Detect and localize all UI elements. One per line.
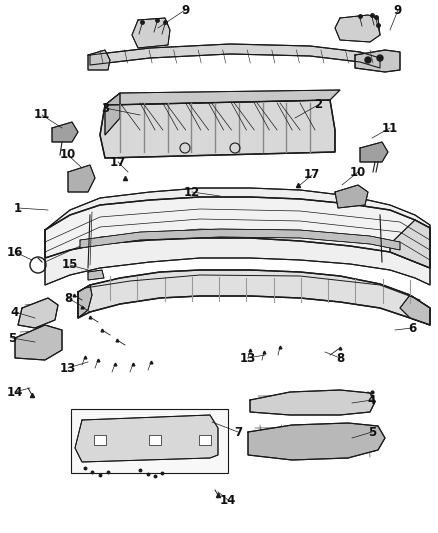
Text: 11: 11 [34,109,50,122]
Text: 15: 15 [62,259,78,271]
Text: 12: 12 [184,185,200,198]
Polygon shape [45,188,430,285]
Polygon shape [78,285,92,318]
Text: 10: 10 [60,149,76,161]
Text: 11: 11 [382,122,398,134]
Text: 10: 10 [350,166,366,179]
Circle shape [365,57,371,63]
Polygon shape [355,50,400,72]
Text: 16: 16 [7,246,23,259]
Polygon shape [78,270,430,325]
Polygon shape [360,142,388,162]
Text: 9: 9 [394,4,402,17]
Polygon shape [15,325,62,360]
Text: 5: 5 [8,332,16,344]
Text: 3: 3 [101,101,109,115]
Polygon shape [68,165,95,192]
Text: 5: 5 [368,425,376,439]
Polygon shape [18,298,58,328]
Text: 1: 1 [14,201,22,214]
Text: 17: 17 [304,168,320,182]
Polygon shape [335,185,368,208]
Bar [199,435,211,445]
Polygon shape [90,44,380,68]
Circle shape [377,55,383,61]
Text: 8: 8 [336,351,344,365]
Polygon shape [400,295,430,325]
Bar [149,435,161,445]
Text: 8: 8 [64,292,72,304]
Text: 2: 2 [314,99,322,111]
Text: 6: 6 [408,321,416,335]
Polygon shape [250,390,375,415]
Polygon shape [132,18,170,48]
Polygon shape [100,100,335,158]
Polygon shape [88,270,104,280]
Bar [94,435,106,445]
FancyBboxPatch shape [71,409,228,473]
Text: 17: 17 [110,156,126,168]
Text: 4: 4 [11,305,19,319]
Text: 13: 13 [240,351,256,365]
Polygon shape [248,423,385,460]
Text: 4: 4 [368,393,376,407]
Polygon shape [52,122,78,142]
Polygon shape [45,197,430,268]
Text: 7: 7 [234,425,242,439]
Polygon shape [80,229,400,250]
Polygon shape [75,415,218,462]
Text: 14: 14 [7,385,23,399]
Polygon shape [105,93,120,135]
Polygon shape [88,50,110,70]
Text: 9: 9 [181,4,189,17]
Polygon shape [335,15,380,42]
Polygon shape [105,90,340,105]
Text: 14: 14 [220,494,236,506]
Polygon shape [390,220,430,268]
Text: 13: 13 [60,361,76,375]
